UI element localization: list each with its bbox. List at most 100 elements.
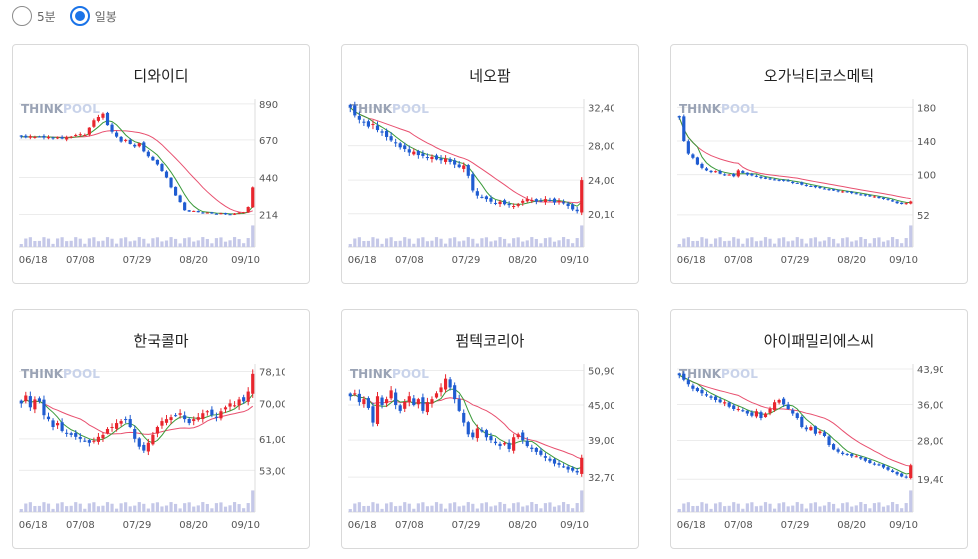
candle-body [425, 402, 430, 413]
volume-bar [251, 225, 255, 247]
volume-bar [462, 505, 466, 512]
ma-short-line [350, 388, 582, 470]
volume-bar [416, 503, 420, 512]
candle-body [178, 413, 182, 415]
ma-short-line [21, 120, 254, 215]
stock-card-1[interactable]: 네오팜 32,400 28,000 24,000 20,100 THINKPOOL 06/… [341, 44, 639, 284]
candle-body [19, 400, 23, 404]
x-tick-label: 09/10 [560, 520, 589, 531]
candle-body [33, 136, 37, 138]
ma-long-line [350, 394, 582, 460]
candle-body [543, 199, 548, 202]
candle-body [900, 202, 904, 204]
candle-body [750, 412, 754, 416]
candle-body [530, 199, 534, 201]
volume-bar [782, 502, 786, 512]
candle-body [854, 193, 858, 195]
volume-bar [677, 244, 681, 247]
volume-bar [251, 490, 255, 512]
volume-bar [850, 241, 854, 247]
volume-bar [124, 237, 128, 247]
candle-body [430, 156, 434, 160]
candle-body [718, 170, 722, 174]
volume-bar [863, 238, 867, 247]
candle-body [210, 409, 214, 416]
y-tick-label: 214 [259, 211, 278, 222]
volume-bar [525, 505, 529, 512]
y-tick-label: 52 [917, 211, 930, 222]
volume-bar [854, 240, 858, 247]
volume-bar [173, 503, 178, 512]
radio-daily[interactable] [69, 6, 90, 26]
volume-bar [173, 238, 178, 247]
x-tick-label: 09/10 [231, 520, 260, 531]
volume-bar [33, 506, 37, 512]
candle-body [795, 182, 799, 184]
stock-card-3[interactable]: 한국콜마 78,100 70,000 61,000 53,000 THINKPOOL 06… [12, 309, 310, 549]
candle-body [448, 159, 452, 162]
volume-bar [178, 508, 182, 512]
candle-body [119, 136, 123, 142]
candle-body [566, 466, 570, 470]
volume-bar [471, 503, 475, 512]
candle-body [682, 373, 686, 380]
volume-bar [353, 503, 357, 512]
candle-body [727, 402, 731, 407]
candle-body [169, 417, 173, 421]
candle-body [462, 165, 466, 169]
candle-body [430, 399, 434, 404]
volume-bar [795, 502, 799, 512]
y-tick-label: 78,100 [259, 367, 285, 378]
volume-bar [128, 506, 132, 512]
volume-bar [718, 502, 722, 512]
volume-bar [371, 237, 375, 247]
stock-card-5[interactable]: 아이패밀리에스씨 43,900 36,000 28,000 19,400 THINKPO… [670, 309, 968, 549]
period-option-daily[interactable]: 일봉 [69, 6, 117, 26]
volume-bar [831, 238, 836, 247]
candle-body [484, 196, 489, 200]
candle-body [763, 413, 768, 418]
volume-bar [425, 506, 430, 512]
volume-bar [759, 240, 763, 247]
volume-bar [713, 238, 718, 247]
volume-bar [232, 237, 237, 247]
candle-body [886, 467, 890, 470]
volume-bar [525, 240, 529, 247]
x-tick-label: 07/08 [724, 255, 753, 266]
volume-bar [466, 502, 470, 512]
volume-bar [366, 240, 371, 247]
candle-body [223, 407, 228, 410]
candle-body [24, 395, 28, 402]
volume-bar [471, 238, 475, 247]
volume-bar [534, 238, 538, 247]
volume-bar [133, 240, 137, 247]
volume-bar [530, 237, 534, 247]
volume-bar [357, 502, 361, 512]
stock-card-2[interactable]: 오가닉티코스메틱 180 140 100 52 THINKPOOL 06/18 07/08 0… [670, 44, 968, 284]
candle-body [375, 396, 380, 424]
volume-bar [868, 508, 872, 512]
candle-body [791, 410, 795, 414]
volume-bar [133, 505, 137, 512]
candle-body [124, 419, 128, 421]
radio-5min[interactable] [12, 6, 32, 26]
stock-card-4[interactable]: 펌텍코리아 50,900 45,000 39,000 32,700 THINKPOOL 0… [341, 309, 639, 549]
candle-body [872, 463, 877, 465]
chart-1: 32,400 28,000 24,000 20,100 THINKPOOL 06/18 07… [348, 99, 614, 266]
volume-bar [800, 238, 804, 247]
volume-bar [548, 502, 552, 512]
candle-body [845, 453, 849, 455]
candle-body [868, 195, 872, 197]
x-tick-label: 08/20 [508, 520, 537, 531]
candle-body [51, 420, 55, 427]
period-option-5min[interactable]: 5분 [12, 6, 56, 26]
candle-body [813, 426, 818, 434]
volume-bar [772, 243, 777, 247]
candle-body [55, 423, 60, 426]
x-tick-label: 06/18 [348, 520, 377, 531]
candle-body [366, 121, 371, 127]
thinkpool-watermark: THINKPOOL [350, 367, 429, 381]
stock-card-0[interactable]: 디와이디 890 670 440 214 THINKPOOL 06/18 07/08 07/2… [12, 44, 310, 284]
volume-bar [800, 503, 804, 512]
candle-body [169, 177, 173, 188]
